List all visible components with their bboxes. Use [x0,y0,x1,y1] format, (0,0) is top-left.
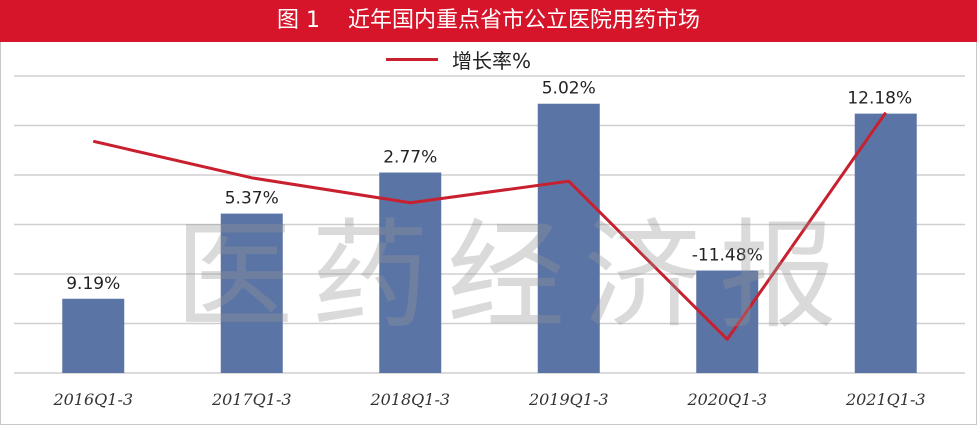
x-tick-label: 2021Q1-3 [845,390,926,409]
growth-line [92,111,887,341]
bar [220,213,283,373]
data-label: 2.77% [383,148,437,168]
legend: 增长率% [386,44,531,74]
data-label: 9.19% [66,274,120,294]
x-tick-label: 2019Q1-3 [528,390,609,409]
data-label: 5.02% [542,79,596,99]
bar [379,172,442,373]
x-tick-label: 2017Q1-3 [211,390,292,409]
x-tick-label: 2020Q1-3 [686,390,767,409]
bar [854,113,917,374]
chart-title: 图 1 近年国内重点省市公立医院用药市场 [0,0,977,42]
data-label: 5.37% [225,189,279,209]
bar [696,270,759,373]
data-label: 12.18% [847,89,912,109]
x-tick-label: 2018Q1-3 [369,390,450,409]
data-label: -11.48% [692,246,763,266]
bar [537,103,600,373]
legend-label: 增长率% [452,48,532,73]
legend-line-swatch [386,57,438,61]
x-tick-label: 2016Q1-3 [52,390,133,409]
bar [62,298,125,373]
